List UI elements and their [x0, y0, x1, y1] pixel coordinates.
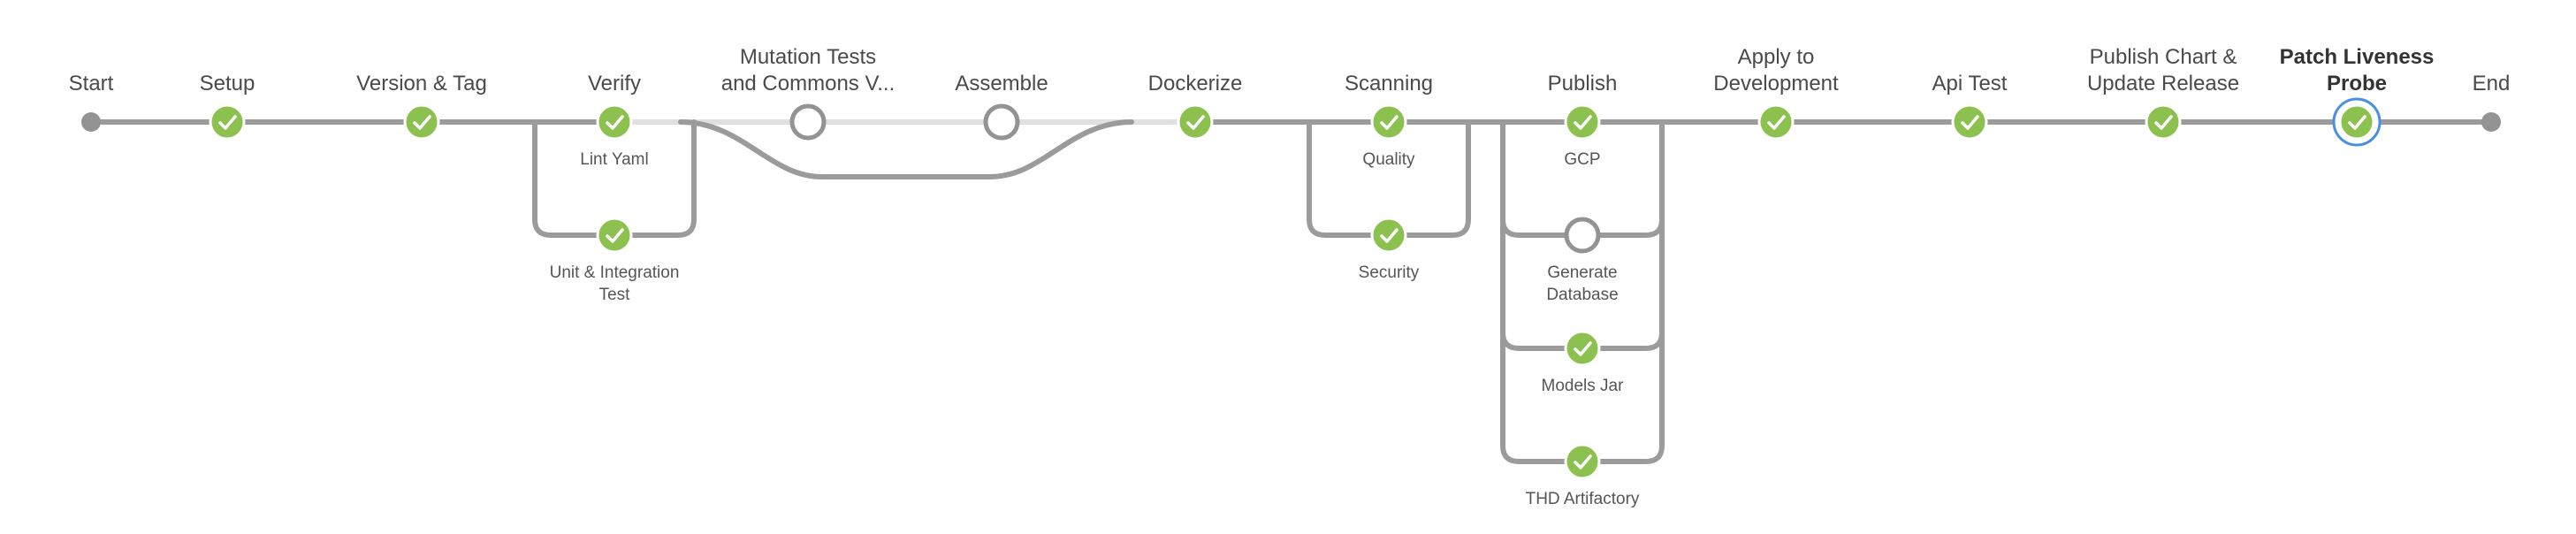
- success-status-icon: [596, 103, 633, 141]
- stage-node-version-and-tag[interactable]: [403, 103, 440, 141]
- check-icon: [606, 115, 624, 130]
- success-status-icon: [1564, 330, 1601, 367]
- stage-label-publish-chart-and-update-release: Publish Chart &: [2090, 45, 2237, 69]
- branch-label-generate-database: Database: [1546, 286, 1618, 304]
- check-icon: [2154, 115, 2173, 130]
- stage-node-api-test[interactable]: [1951, 103, 1988, 141]
- stage-label-patch-liveness-probe: Patch Liveness: [2280, 45, 2435, 69]
- branch-node-unit-and-integration-test[interactable]: [596, 217, 633, 254]
- bypass-connector: [678, 119, 1134, 179]
- stage-node-dockerize[interactable]: [1177, 103, 1214, 141]
- branch-label-generate-database: Generate: [1547, 263, 1617, 282]
- check-icon: [1186, 115, 1205, 130]
- end-node: [2481, 112, 2501, 132]
- success-status-icon: [1370, 217, 1407, 254]
- stage-label-assemble: Assemble: [955, 72, 1048, 95]
- stage-label-publish: Publish: [1548, 72, 1618, 95]
- check-icon: [1961, 115, 1979, 130]
- stage-node-mutation-tests-and-commons-v[interactable]: [789, 103, 827, 141]
- check-icon: [1767, 115, 1786, 130]
- branch-node-thd-artifactory[interactable]: [1564, 443, 1601, 480]
- stage-node-patch-liveness-probe[interactable]: [2332, 97, 2382, 147]
- stage-node-assemble[interactable]: [983, 103, 1020, 141]
- stage-label-mutation-tests-and-commons-v: Mutation Tests: [740, 45, 876, 69]
- pipeline-labels: Start End Setup Version & Tag Lint Yaml Unit …: [69, 45, 2511, 508]
- stage-label-mutation-tests-and-commons-v: and Commons V...: [721, 72, 896, 95]
- stage-label-api-test: Api Test: [1932, 72, 2008, 95]
- stage-label-apply-to-development: Apply to: [1738, 45, 1815, 69]
- stage-label-dockerize: Dockerize: [1148, 72, 1243, 95]
- check-icon: [1574, 454, 1592, 469]
- success-status-icon: [2338, 103, 2375, 141]
- success-status-icon: [1177, 103, 1214, 141]
- success-status-icon: [403, 103, 440, 141]
- stage-label-patch-liveness-probe: Probe: [2327, 72, 2387, 95]
- check-icon: [606, 228, 624, 243]
- stage-label-setup: Setup: [200, 72, 255, 95]
- branch-node-models-jar[interactable]: [1564, 330, 1601, 367]
- start-node: [81, 112, 101, 132]
- check-icon: [1574, 341, 1592, 356]
- branch-node-quality[interactable]: [1370, 103, 1407, 141]
- stage-node-setup[interactable]: [209, 103, 246, 141]
- check-icon: [1574, 115, 1592, 130]
- stage-label-verify: Verify: [588, 72, 641, 95]
- branch-node-security[interactable]: [1370, 217, 1407, 254]
- success-status-icon: [1951, 103, 1988, 141]
- branch-label-models-jar: Models Jar: [1542, 377, 1625, 395]
- stage-node-apply-to-development[interactable]: [1757, 103, 1795, 141]
- stage-node-publish-chart-and-update-release[interactable]: [2145, 103, 2182, 141]
- branch-label-unit-and-integration-test: Unit & Integration: [550, 263, 680, 282]
- check-icon: [413, 115, 431, 130]
- success-status-icon: [209, 103, 246, 141]
- stage-label-publish-chart-and-update-release: Update Release: [2087, 72, 2239, 95]
- end-label: End: [2473, 72, 2511, 95]
- branch-node-gcp[interactable]: [1564, 103, 1601, 141]
- branch-node-generate-database[interactable]: [1564, 217, 1601, 254]
- success-status-icon: [1370, 103, 1407, 141]
- start-label: Start: [69, 72, 114, 95]
- check-icon: [218, 115, 237, 130]
- not-built-status-icon: [983, 103, 1020, 141]
- check-icon: [1380, 115, 1399, 130]
- pipeline-connectors: [88, 119, 2494, 464]
- stage-label-version-and-tag: Version & Tag: [356, 72, 487, 95]
- success-status-icon: [1757, 103, 1795, 141]
- branch-label-quality: Quality: [1362, 150, 1415, 169]
- branch-node-lint-yaml[interactable]: [596, 103, 633, 141]
- branch-label-thd-artifactory: THD Artifactory: [1526, 490, 1640, 508]
- branch-label-security: Security: [1359, 263, 1420, 282]
- success-status-icon: [1564, 443, 1601, 480]
- branch-label-unit-and-integration-test: Test: [599, 286, 631, 304]
- branch-label-lint-yaml: Lint Yaml: [580, 150, 648, 169]
- stage-label-apply-to-development: Development: [1713, 72, 1839, 95]
- not-built-status-icon: [1564, 217, 1601, 254]
- pipeline-nodes: [81, 97, 2501, 480]
- stage-label-scanning: Scanning: [1345, 72, 1433, 95]
- branch-label-gcp: GCP: [1564, 150, 1600, 169]
- check-icon: [2348, 115, 2366, 130]
- check-icon: [1380, 228, 1399, 243]
- not-built-status-icon: [789, 103, 827, 141]
- success-status-icon: [596, 217, 633, 254]
- success-status-icon: [1564, 103, 1601, 141]
- success-status-icon: [2145, 103, 2182, 141]
